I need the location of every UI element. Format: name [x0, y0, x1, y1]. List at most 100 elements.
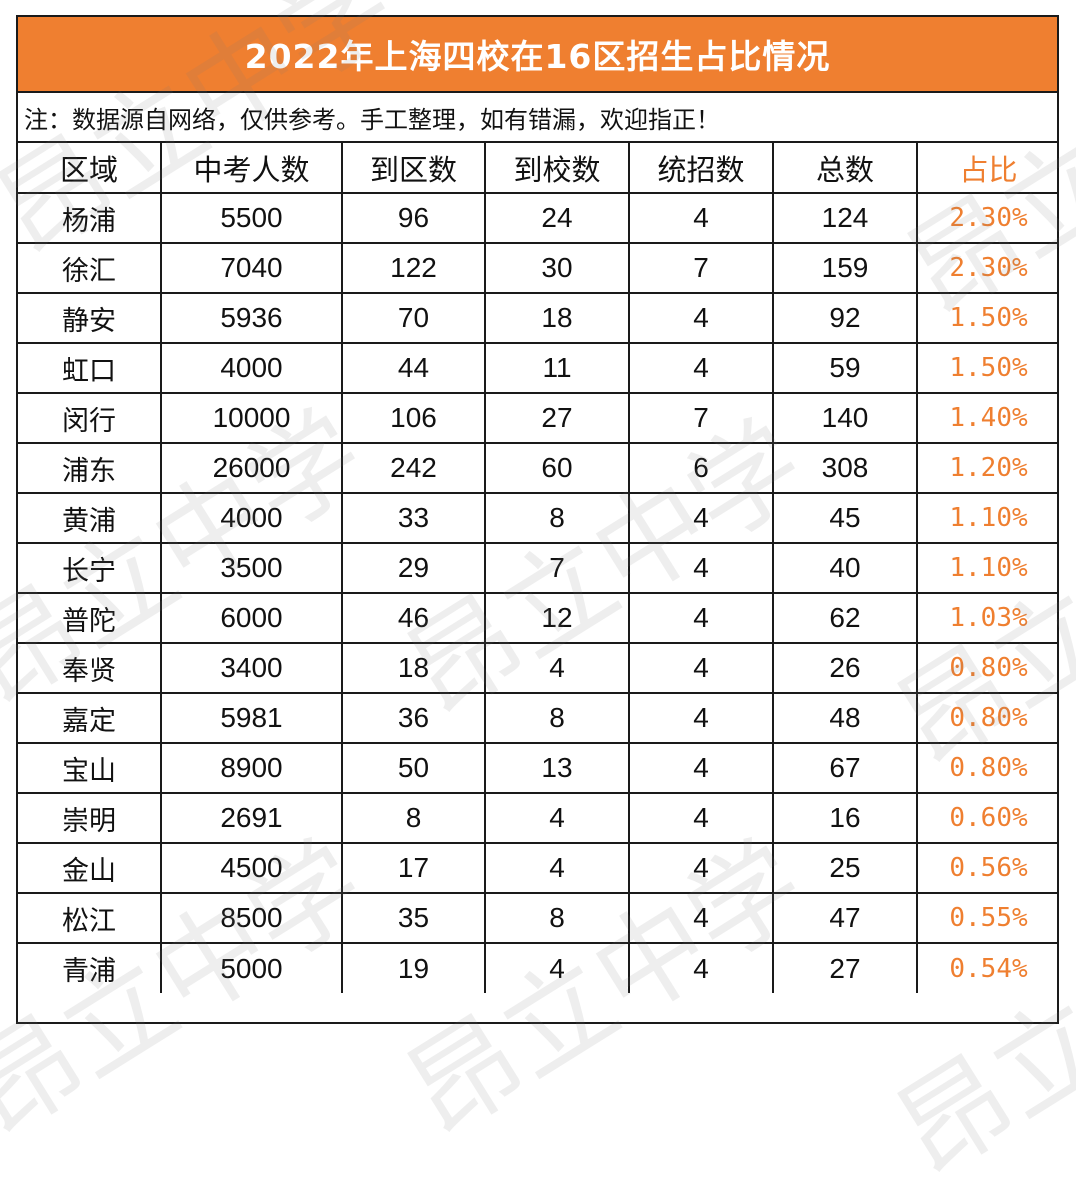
unified-cell: 4: [628, 942, 774, 993]
enrollment-table: 区域 中考人数 到区数 到校数 统招数 总数 占比 杨浦 5500 96 24 4 124…: [18, 143, 1059, 993]
total-cell: 45: [772, 492, 918, 544]
exam-count-cell: 2691: [160, 792, 343, 844]
exam-count-cell: 7040: [160, 242, 343, 294]
header-to-school: 到校数: [484, 143, 630, 194]
to-school-cell: 13: [484, 742, 630, 794]
header-ratio: 占比: [916, 143, 1059, 194]
to-district-cell: 36: [341, 692, 486, 744]
district-cell: 徐汇: [18, 242, 162, 294]
district-cell: 杨浦: [18, 192, 162, 244]
exam-count-cell: 5936: [160, 292, 343, 344]
to-school-cell: 18: [484, 292, 630, 344]
total-cell: 159: [772, 242, 918, 294]
to-district-cell: 33: [341, 492, 486, 544]
district-cell: 普陀: [18, 592, 162, 644]
ratio-cell: 2.30%: [916, 192, 1059, 244]
to-school-cell: 7: [484, 542, 630, 594]
exam-count-cell: 3500: [160, 542, 343, 594]
unified-cell: 4: [628, 742, 774, 794]
table-row: 杨浦 5500 96 24 4 124 2.30%: [18, 192, 1059, 244]
exam-count-cell: 3400: [160, 642, 343, 694]
unified-cell: 4: [628, 292, 774, 344]
to-district-cell: 8: [341, 792, 486, 844]
total-cell: 26: [772, 642, 918, 694]
total-cell: 25: [772, 842, 918, 894]
ratio-cell: 1.50%: [916, 292, 1059, 344]
table-row: 松江 8500 35 8 4 47 0.55%: [18, 892, 1059, 944]
total-cell: 92: [772, 292, 918, 344]
district-cell: 松江: [18, 892, 162, 944]
to-district-cell: 35: [341, 892, 486, 944]
to-district-cell: 70: [341, 292, 486, 344]
to-district-cell: 29: [341, 542, 486, 594]
header-exam-count: 中考人数: [160, 143, 343, 194]
table-row: 奉贤 3400 18 4 4 26 0.80%: [18, 642, 1059, 694]
to-district-cell: 18: [341, 642, 486, 694]
exam-count-cell: 6000: [160, 592, 343, 644]
total-cell: 308: [772, 442, 918, 494]
unified-cell: 4: [628, 792, 774, 844]
to-school-cell: 8: [484, 492, 630, 544]
to-district-cell: 46: [341, 592, 486, 644]
district-cell: 金山: [18, 842, 162, 894]
ratio-cell: 0.56%: [916, 842, 1059, 894]
ratio-cell: 1.50%: [916, 342, 1059, 394]
exam-count-cell: 4000: [160, 492, 343, 544]
total-cell: 62: [772, 592, 918, 644]
table-row: 闵行 10000 106 27 7 140 1.40%: [18, 392, 1059, 444]
total-cell: 27: [772, 942, 918, 993]
ratio-cell: 0.54%: [916, 942, 1059, 993]
unified-cell: 7: [628, 392, 774, 444]
exam-count-cell: 26000: [160, 442, 343, 494]
unified-cell: 4: [628, 192, 774, 244]
to-district-cell: 242: [341, 442, 486, 494]
table-row: 浦东 26000 242 60 6 308 1.20%: [18, 442, 1059, 494]
unified-cell: 7: [628, 242, 774, 294]
table-row: 徐汇 7040 122 30 7 159 2.30%: [18, 242, 1059, 294]
district-cell: 崇明: [18, 792, 162, 844]
exam-count-cell: 8500: [160, 892, 343, 944]
to-school-cell: 60: [484, 442, 630, 494]
district-cell: 长宁: [18, 542, 162, 594]
table-frame: 2022年上海四校在16区招生占比情况 注：数据源自网络，仅供参考。手工整理，如…: [16, 15, 1059, 1024]
to-district-cell: 122: [341, 242, 486, 294]
table-row: 宝山 8900 50 13 4 67 0.80%: [18, 742, 1059, 794]
ratio-cell: 0.80%: [916, 692, 1059, 744]
header-district: 区域: [18, 143, 162, 194]
district-cell: 青浦: [18, 942, 162, 993]
unified-cell: 4: [628, 342, 774, 394]
district-cell: 嘉定: [18, 692, 162, 744]
district-cell: 虹口: [18, 342, 162, 394]
to-school-cell: 4: [484, 792, 630, 844]
to-district-cell: 106: [341, 392, 486, 444]
total-cell: 59: [772, 342, 918, 394]
to-school-cell: 4: [484, 842, 630, 894]
total-cell: 67: [772, 742, 918, 794]
ratio-cell: 2.30%: [916, 242, 1059, 294]
to-school-cell: 8: [484, 692, 630, 744]
unified-cell: 4: [628, 542, 774, 594]
ratio-cell: 0.80%: [916, 642, 1059, 694]
total-cell: 16: [772, 792, 918, 844]
header-to-district: 到区数: [341, 143, 486, 194]
unified-cell: 4: [628, 842, 774, 894]
ratio-cell: 1.10%: [916, 492, 1059, 544]
header-total: 总数: [772, 143, 918, 194]
district-cell: 浦东: [18, 442, 162, 494]
district-cell: 黄浦: [18, 492, 162, 544]
exam-count-cell: 5500: [160, 192, 343, 244]
to-school-cell: 12: [484, 592, 630, 644]
ratio-cell: 1.20%: [916, 442, 1059, 494]
total-cell: 124: [772, 192, 918, 244]
total-cell: 40: [772, 542, 918, 594]
ratio-cell: 0.55%: [916, 892, 1059, 944]
table-row: 静安 5936 70 18 4 92 1.50%: [18, 292, 1059, 344]
table-title: 2022年上海四校在16区招生占比情况: [18, 17, 1057, 93]
table-row: 嘉定 5981 36 8 4 48 0.80%: [18, 692, 1059, 744]
exam-count-cell: 5981: [160, 692, 343, 744]
ratio-cell: 1.40%: [916, 392, 1059, 444]
to-school-cell: 4: [484, 942, 630, 993]
district-cell: 宝山: [18, 742, 162, 794]
total-cell: 48: [772, 692, 918, 744]
ratio-cell: 0.60%: [916, 792, 1059, 844]
